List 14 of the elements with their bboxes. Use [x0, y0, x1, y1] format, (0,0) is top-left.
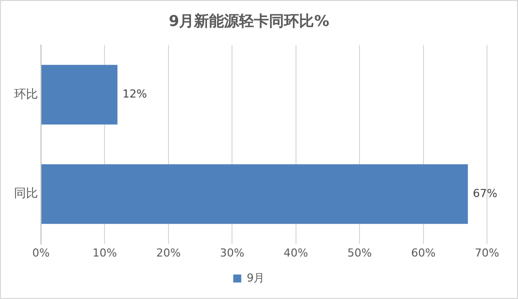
x-tick-label: 10%: [92, 246, 117, 260]
x-tick-label: 0%: [32, 246, 50, 260]
x-tick-label: 70%: [474, 246, 500, 260]
x-tick-label: 40%: [284, 246, 308, 260]
x-tick-label: 30%: [220, 246, 244, 260]
x-tick-label: 50%: [347, 246, 372, 260]
data-label: 12%: [122, 88, 147, 101]
y-tick-label: 同比: [14, 186, 38, 200]
x-tick-label: 60%: [411, 246, 436, 260]
y-tick-label: 环比: [14, 86, 38, 101]
x-tick-label: 20%: [156, 246, 181, 260]
legend-label: 9月: [246, 271, 265, 284]
data-label: 67%: [472, 186, 498, 200]
chart-title: 9月新能源轻卡同环比%: [168, 12, 330, 30]
